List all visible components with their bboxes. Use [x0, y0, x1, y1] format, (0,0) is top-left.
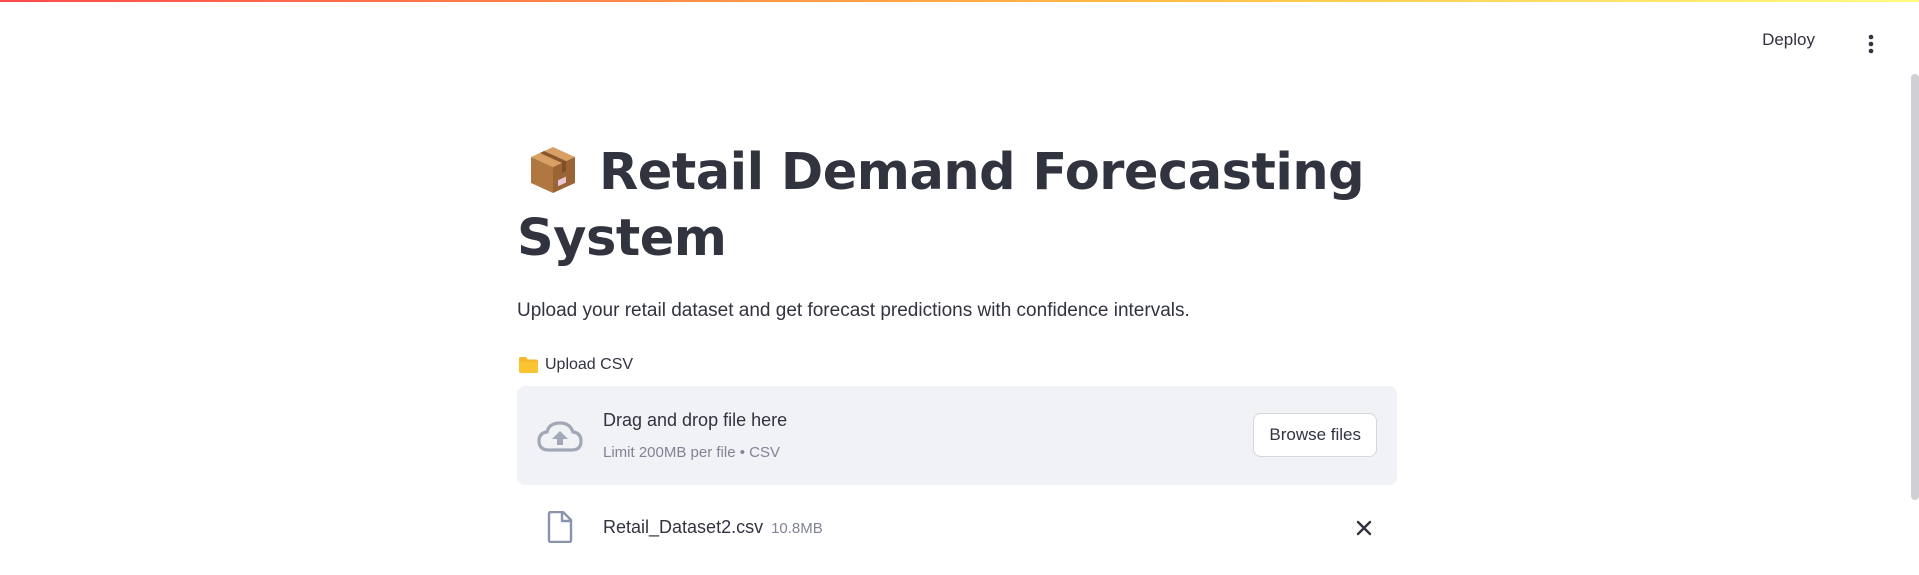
file-dropzone[interactable]: Drag and drop file here Limit 200MB per …: [517, 386, 1397, 485]
uploaded-file-item: Retail_Dataset2.csv 10.8MB: [517, 487, 1397, 547]
drop-instructions: Drag and drop file here: [603, 410, 788, 430]
folder-icon: [519, 357, 538, 373]
app-header: Deploy: [0, 2, 1919, 62]
package-icon: [531, 147, 575, 193]
page-subtitle: Upload your retail dataset and get forec…: [517, 300, 1190, 321]
deploy-button[interactable]: Deploy: [1762, 30, 1815, 49]
top-decoration-bar: [0, 0, 1919, 2]
more-vertical-icon[interactable]: [1863, 32, 1879, 56]
browse-files-button[interactable]: Browse files: [1253, 413, 1377, 457]
upload-label: Upload CSV: [517, 356, 1397, 374]
file-icon: [547, 511, 573, 543]
file-size: 10.8MB: [771, 520, 823, 537]
main-content: Retail Demand Forecasting System Upload …: [517, 140, 1397, 547]
upload-label-text: Upload CSV: [545, 356, 634, 373]
file-name-text: Retail_Dataset2.csv: [603, 517, 764, 537]
page-title-text: Retail Demand Forecasting System: [517, 143, 1365, 268]
close-icon[interactable]: [1353, 517, 1375, 539]
page-scrollbar[interactable]: [1911, 74, 1919, 500]
cloud-upload-icon: [537, 421, 583, 452]
upload-limit-hint: Limit 200MB per file • CSV: [603, 444, 780, 461]
file-name: Retail_Dataset2.csv 10.8MB: [603, 517, 823, 538]
page-title: Retail Demand Forecasting System: [517, 140, 1397, 272]
